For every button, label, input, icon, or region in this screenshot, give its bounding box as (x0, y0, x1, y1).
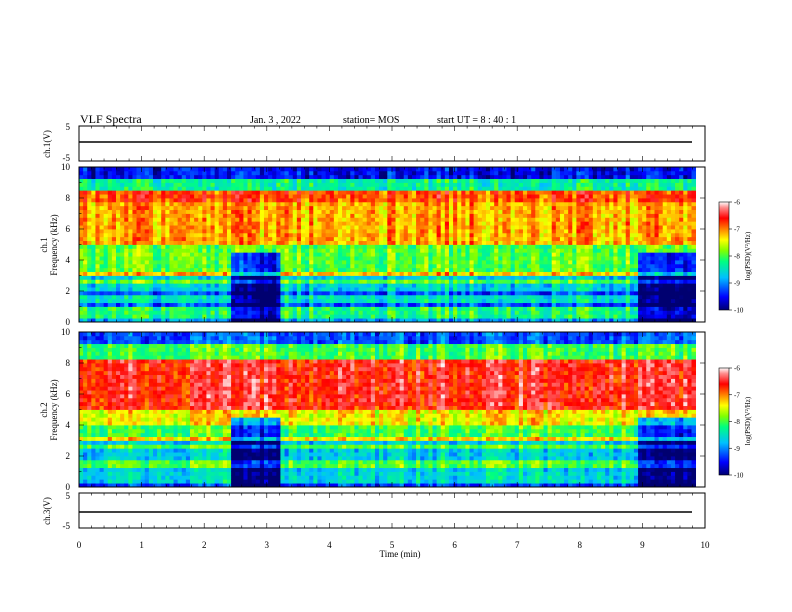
ch1-colorbar-label: log(PSD)(V²/Hz) (744, 231, 752, 280)
ch3-ytick-bottom: -5 (63, 521, 71, 531)
ch1-waveform-ylabel: ch.1(V) (42, 130, 52, 158)
ch2-colorbar (718, 367, 730, 476)
ch1-spec-ylabel-channel: ch.1 (39, 237, 49, 252)
freq-tick-label: 4 (66, 255, 71, 265)
ch3-ytick-top: 5 (66, 491, 71, 501)
colorbar-tick-label: -9 (734, 280, 740, 288)
colorbar-tick-label: -8 (734, 418, 740, 426)
figure-title: VLF Spectra (80, 112, 142, 126)
ch2-colorbar-label: log(PSD)(V²/Hz) (744, 396, 752, 445)
x-tick-label: 3 (265, 540, 270, 550)
ch3-waveform-frame (78, 492, 706, 529)
station-label: station= MOS (343, 115, 399, 126)
freq-tick-label: 2 (66, 286, 71, 296)
x-axis-label: Time (min) (380, 549, 421, 559)
ch1-ytick-top: 5 (66, 122, 71, 132)
x-tick-label: 2 (202, 540, 207, 550)
ch1-colorbar (718, 201, 730, 311)
ch1-ytick-bottom: -5 (63, 153, 71, 163)
x-tick-label: 6 (452, 540, 457, 550)
freq-tick-label: 6 (66, 224, 71, 234)
x-tick-label: 0 (77, 540, 82, 550)
colorbar-tick-label: -6 (734, 199, 740, 207)
x-tick-label: 9 (640, 540, 645, 550)
x-tick-label: 8 (578, 540, 583, 550)
ch1-waveform-frame (78, 125, 706, 162)
ch1-spectrogram-image (79, 167, 705, 323)
freq-tick-label: 10 (61, 162, 71, 172)
colorbar-tick-label: -10 (734, 307, 744, 315)
x-tick-label: 7 (515, 540, 520, 550)
ch2-spectrogram-panel: 0 2 4 6 8 10 ch.2 Frequency (kHz) -6 -7 -8 -9 -10… (39, 327, 752, 492)
colorbar-tick-label: -10 (734, 472, 744, 480)
x-tick-label: 5 (390, 540, 395, 550)
colorbar-tick-label: -9 (734, 445, 740, 453)
colorbar-tick-label: -7 (734, 391, 740, 399)
colorbar-tick-label: -7 (734, 226, 740, 234)
freq-tick-label: 10 (61, 327, 71, 337)
date-label: Jan. 3 , 2022 (250, 115, 301, 126)
ch2-spec-ylabel-channel: ch.2 (39, 402, 49, 417)
freq-tick-label: 8 (66, 358, 71, 368)
colorbar-tick-label: -6 (734, 365, 740, 373)
colorbar-tick-label: -8 (734, 253, 740, 261)
x-tick-label: 1 (139, 540, 144, 550)
x-tick-label: 10 (701, 540, 711, 550)
ch3-waveform-ylabel: ch.3(V) (42, 497, 52, 525)
ch2-spectrogram-image (79, 332, 705, 488)
freq-tick-label: 0 (66, 317, 71, 327)
freq-tick-label: 0 (66, 482, 71, 492)
freq-tick-label: 8 (66, 193, 71, 203)
x-tick-label: 4 (327, 540, 332, 550)
ch1-spec-ylabel-freq: Frequency (kHz) (49, 214, 59, 275)
freq-tick-label: 6 (66, 389, 71, 399)
freq-tick-label: 4 (66, 420, 71, 430)
freq-tick-label: 2 (66, 451, 71, 461)
ch2-spec-ylabel-freq: Frequency (kHz) (49, 379, 59, 440)
ch1-spectrogram-panel: 0 2 4 6 8 10 ch.1 Frequency (kHz) -6 -7 -8 -9 -10… (39, 162, 752, 327)
start-time-label: start UT = 8 : 40 : 1 (437, 115, 516, 126)
